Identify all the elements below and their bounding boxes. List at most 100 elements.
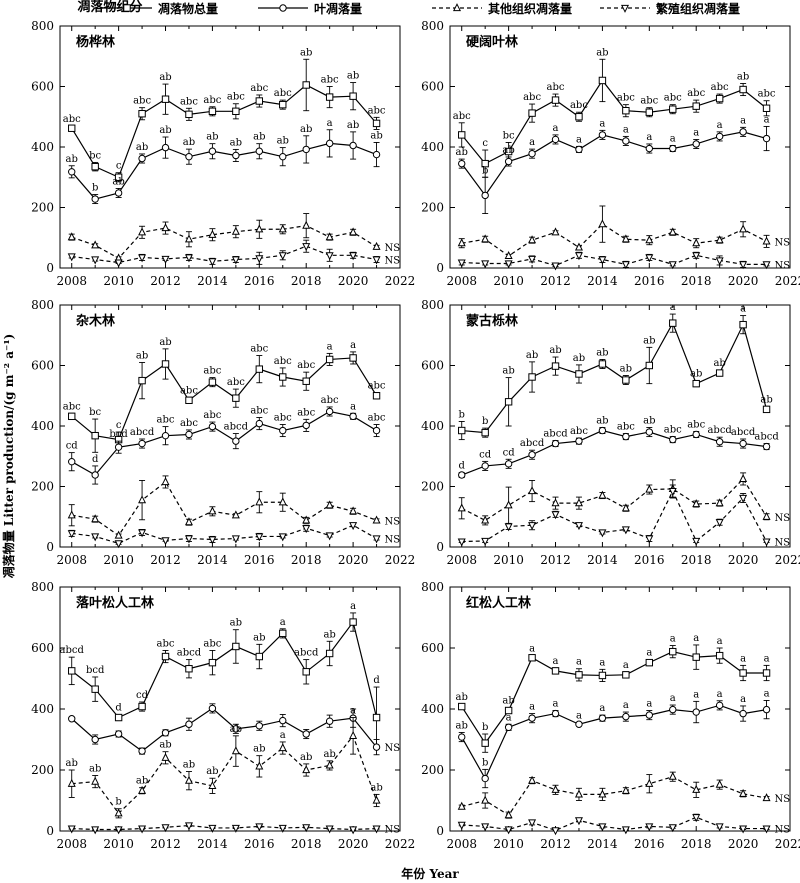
data-point — [645, 428, 654, 436]
data-point — [481, 537, 490, 546]
data-point — [138, 747, 146, 755]
series-triangle-down: NS — [457, 251, 790, 271]
data-point — [645, 484, 654, 493]
data-point — [645, 235, 654, 244]
significance-letter: abcd — [731, 427, 756, 438]
significance-letter: a — [327, 118, 333, 129]
significance-note: NS — [385, 743, 401, 754]
data-point — [138, 825, 147, 834]
significance-letter: ab — [66, 758, 78, 769]
data-point — [504, 250, 513, 259]
data-point — [504, 723, 513, 731]
data-point — [528, 255, 537, 264]
data-point — [762, 669, 771, 677]
data-point — [598, 76, 607, 85]
y-tick-label: 200 — [421, 763, 444, 777]
data-point — [255, 761, 264, 770]
significance-letter: ab — [136, 776, 148, 787]
data-point — [302, 730, 310, 738]
legend-label: 其他组织凋落量 — [488, 1, 572, 16]
data-point — [184, 822, 193, 831]
data-point — [232, 437, 240, 445]
data-point — [372, 795, 381, 804]
series-line — [71, 524, 377, 545]
data-point — [185, 110, 193, 119]
significance-letter: a — [350, 601, 356, 612]
data-point — [715, 257, 724, 266]
significance-letter: bcd — [86, 665, 105, 676]
significance-letter: d — [92, 454, 99, 465]
data-point — [255, 419, 264, 428]
data-point — [481, 234, 490, 243]
significance-note: NS — [385, 535, 401, 546]
data-point — [208, 780, 217, 789]
data-point — [208, 824, 217, 833]
significance-letter: abcd — [543, 429, 568, 440]
significance-letter: a — [717, 120, 723, 131]
significance-letter: c — [116, 161, 122, 172]
data-point — [372, 515, 381, 524]
significance-letter: ab — [183, 137, 195, 148]
x-tick-label: 2014 — [197, 837, 228, 851]
data-point — [481, 159, 489, 168]
significance-letter: b — [482, 165, 488, 176]
data-point — [231, 510, 240, 519]
x-tick-label: 2020 — [728, 837, 759, 851]
significance-letter: a — [623, 700, 629, 711]
legend: 凋落物组分 凋落物总量 叶凋落量 其他组织凋落量 繁殖组织凋落量 — [77, 0, 740, 16]
data-point — [598, 360, 607, 368]
significance-letter: ab — [253, 744, 265, 755]
significance-letter: abcd — [60, 645, 85, 656]
data-point — [692, 653, 700, 661]
data-point — [481, 515, 490, 524]
data-point — [551, 227, 560, 236]
data-point — [739, 474, 748, 483]
data-point — [91, 240, 100, 249]
data-point — [504, 500, 513, 509]
data-point — [715, 94, 724, 103]
data-point — [739, 709, 747, 718]
plot-frame — [449, 25, 791, 269]
data-point — [325, 355, 334, 364]
data-point — [504, 810, 513, 819]
significance-letter: abc — [274, 356, 292, 367]
significance-letter: bc — [503, 130, 515, 141]
data-point — [458, 733, 466, 741]
series-triangle-up: NS — [67, 475, 400, 539]
data-point — [528, 654, 536, 662]
y-tick-label: 200 — [31, 763, 54, 777]
significance-letter: ab — [89, 763, 101, 774]
significance-letter: bc — [89, 407, 101, 418]
data-point — [138, 702, 146, 711]
data-point — [762, 236, 771, 245]
series-line — [461, 816, 767, 832]
data-point — [279, 716, 287, 725]
data-point — [692, 252, 701, 261]
y-tick-label: 800 — [421, 298, 444, 312]
data-point — [67, 510, 76, 519]
significance-letter: abc — [297, 407, 315, 418]
y-tick-label: 600 — [421, 359, 444, 373]
data-point — [645, 658, 654, 667]
data-point — [161, 143, 170, 152]
data-point — [669, 144, 677, 153]
significance-letter: abcd — [224, 422, 249, 433]
significance-letter: a — [529, 702, 535, 713]
significance-letter: a — [717, 689, 723, 700]
x-tick-label: 2008 — [446, 274, 477, 288]
significance-letter: a — [280, 617, 286, 628]
series-line — [71, 620, 378, 719]
significance-letter: c — [116, 420, 122, 431]
data-point — [715, 235, 724, 244]
data-point — [739, 320, 747, 329]
y-tick-label: 800 — [31, 298, 54, 312]
significance-letter: abc — [523, 92, 541, 103]
data-point — [114, 443, 123, 451]
data-point — [504, 460, 513, 468]
data-point — [598, 823, 607, 832]
data-point — [739, 825, 748, 834]
significance-letter: ab — [760, 394, 772, 405]
data-point — [255, 823, 264, 832]
